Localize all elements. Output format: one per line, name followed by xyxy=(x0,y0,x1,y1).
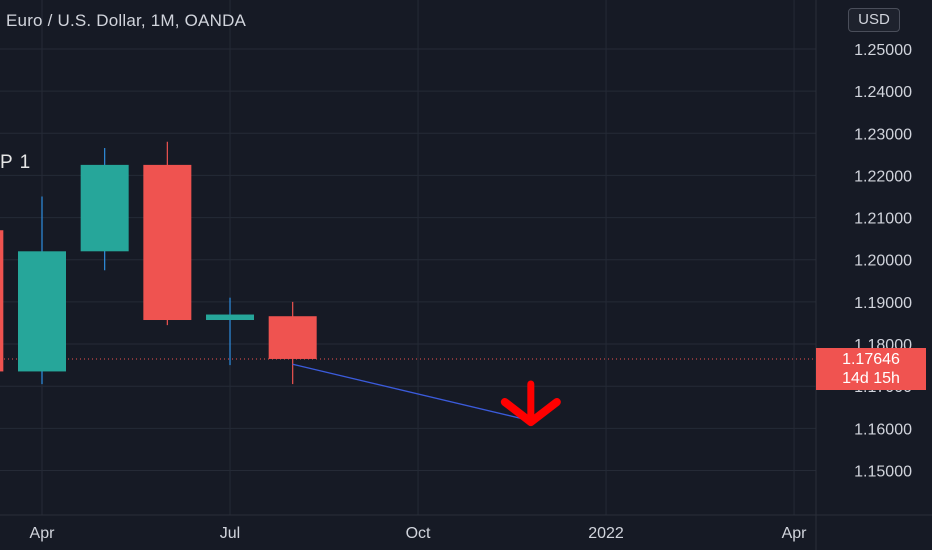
y-tick-label: 1.22000 xyxy=(854,168,912,185)
candle-body[interactable] xyxy=(268,316,317,359)
y-tick-label: 1.16000 xyxy=(854,421,912,438)
trend-line[interactable] xyxy=(292,363,531,422)
y-tick-label: 1.15000 xyxy=(854,463,912,480)
candle-body[interactable] xyxy=(143,164,192,321)
candle-body[interactable] xyxy=(0,230,4,372)
x-tick-label: Apr xyxy=(782,525,808,542)
currency-button[interactable]: USD xyxy=(848,8,900,32)
y-tick-label: 1.21000 xyxy=(854,211,912,228)
candle-body[interactable] xyxy=(80,164,129,252)
side-label: P 1 xyxy=(0,152,32,173)
x-tick-label: Oct xyxy=(406,525,431,542)
candle-body[interactable] xyxy=(18,251,66,372)
y-tick-label: 1.20000 xyxy=(854,253,912,270)
x-tick-label: 2022 xyxy=(588,525,624,542)
current-price-value: 1.17646 xyxy=(842,351,900,368)
x-tick-label: Jul xyxy=(220,525,240,542)
y-tick-label: 1.23000 xyxy=(854,126,912,143)
candle-body[interactable] xyxy=(206,314,255,321)
y-tick-label: 1.24000 xyxy=(854,84,912,101)
chart-title: Euro / U.S. Dollar, 1M, OANDA xyxy=(6,11,247,30)
y-tick-label: 1.25000 xyxy=(854,42,912,59)
x-tick-label: Apr xyxy=(30,525,56,542)
bar-countdown: 14d 15h xyxy=(842,370,900,387)
current-price-tag: 1.17646 14d 15h xyxy=(816,348,926,390)
down-arrow-head[interactable] xyxy=(500,398,561,427)
y-tick-label: 1.19000 xyxy=(854,295,912,312)
